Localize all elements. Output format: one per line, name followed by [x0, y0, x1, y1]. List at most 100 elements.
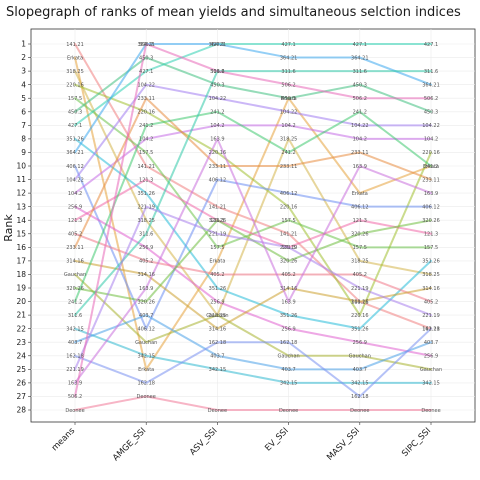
- point-label: 141.21: [209, 204, 227, 210]
- point-label: 506.2: [210, 69, 224, 75]
- point-label: 104.2: [210, 123, 224, 129]
- y-tick-label: 18: [16, 270, 26, 279]
- point-label: 311.6: [139, 232, 153, 238]
- y-tick-label: 9: [21, 148, 26, 157]
- point-label: 320.26: [351, 232, 369, 238]
- point-label: 121.3: [353, 218, 367, 224]
- point-label: 121.3: [210, 218, 224, 224]
- y-tick-label: 25: [16, 365, 26, 374]
- point-label: 314.16: [280, 286, 298, 292]
- point-label: 364.21: [66, 150, 84, 156]
- point-label: 427.1: [139, 69, 153, 75]
- point-label: 318.25: [66, 69, 84, 75]
- point-label: 314.16: [209, 326, 227, 332]
- series-line: [74, 273, 432, 371]
- y-tick-label: 15: [16, 229, 26, 238]
- point-label: 220.16: [137, 110, 155, 116]
- point-label: 506.2: [424, 96, 438, 102]
- point-label: 121.3: [281, 245, 295, 251]
- point-label: 450.3: [281, 96, 295, 102]
- point-label: 241.2: [353, 110, 367, 116]
- point-label: 318.25: [137, 218, 155, 224]
- series-line: [74, 395, 432, 411]
- point-label: Erkata: [209, 259, 225, 265]
- y-tick-label: 27: [16, 392, 26, 401]
- point-label: 318.25: [351, 259, 369, 265]
- point-label: 342.15: [422, 381, 440, 387]
- point-label: 403.7: [210, 354, 224, 360]
- point-label: 351.26: [209, 286, 227, 292]
- point-label: 104.22: [66, 177, 84, 183]
- point-label: 221.19: [209, 232, 227, 238]
- series-line: [74, 178, 432, 249]
- point-label: 220.16: [351, 313, 369, 319]
- y-tick-label: 16: [16, 243, 26, 252]
- point-label: 405.2: [210, 272, 224, 278]
- point-label: 157.5: [210, 245, 224, 251]
- y-tick-label: 5: [21, 94, 26, 103]
- point-label: 241.2: [139, 123, 153, 129]
- point-label: Deonee: [350, 408, 369, 414]
- y-tick-label: 7: [21, 121, 26, 130]
- point-label: 406.12: [351, 204, 369, 210]
- point-label: Gauchan: [420, 367, 442, 373]
- point-label: 256.9: [68, 204, 82, 210]
- y-tick-label: 28: [16, 406, 26, 415]
- y-tick-label: 1: [21, 40, 26, 49]
- point-label: 450.3: [424, 110, 438, 116]
- point-label: 162.18: [280, 340, 298, 346]
- series-line: [74, 42, 432, 398]
- series-line: [74, 70, 432, 317]
- point-label: 314.16: [66, 259, 84, 265]
- point-label: 450.3: [68, 110, 82, 116]
- point-label: 405.2: [353, 272, 367, 278]
- point-label: 427.1: [281, 42, 295, 48]
- point-label: 320.26: [66, 286, 84, 292]
- point-label: 506.2: [281, 82, 295, 88]
- point-label: 241.2: [210, 110, 224, 116]
- point-label: 104.2: [68, 191, 82, 197]
- point-label: 320.26: [422, 218, 440, 224]
- point-label: 141.21: [280, 232, 298, 238]
- point-label: 311.6: [281, 69, 295, 75]
- series-line: [74, 124, 432, 195]
- point-label: 220.16: [66, 82, 84, 88]
- point-label: 342.15: [137, 354, 155, 360]
- x-axis: means AMGE_SSI ASV_SSI EV_SSI MASV_SSI SIPC_S…: [50, 422, 433, 463]
- series-line: [74, 205, 432, 357]
- y-tick-label: 26: [16, 378, 26, 387]
- y-tick-label: 3: [21, 67, 26, 76]
- series-line: [74, 137, 432, 330]
- series-line: [74, 43, 432, 127]
- point-label: 163.9: [353, 164, 367, 170]
- point-label: 320.26: [209, 218, 227, 224]
- point-label: 314.16: [422, 286, 440, 292]
- point-label: 351.26: [422, 259, 440, 265]
- point-label: 121.3: [424, 232, 438, 238]
- y-tick-label: 11: [16, 175, 26, 184]
- y-tick-label: 24: [16, 351, 26, 360]
- point-label: 104.2: [281, 123, 295, 129]
- point-label: 320.26: [137, 299, 155, 305]
- point-label: 220.16: [280, 204, 298, 210]
- point-label: 364.21: [351, 55, 369, 61]
- point-label: 141.21: [422, 326, 440, 332]
- point-label: 162.18: [137, 381, 155, 387]
- series-line: [74, 205, 432, 371]
- point-label: 311.6: [210, 69, 224, 75]
- x-tick-label: SIPC_SSI: [400, 426, 433, 459]
- point-label: 351.26: [66, 137, 84, 143]
- point-label: 162.18: [422, 326, 440, 332]
- point-label: 163.9: [281, 299, 295, 305]
- point-label: 104.2: [139, 137, 153, 143]
- point-label: 351.26: [280, 313, 298, 319]
- y-tick-label: 20: [16, 297, 26, 306]
- point-label: 403.7: [68, 340, 82, 346]
- y-tick-label: 19: [16, 284, 26, 293]
- point-label: 233.11: [137, 96, 155, 102]
- point-label: 233.11: [422, 177, 440, 183]
- point-label: Deonee: [208, 408, 227, 414]
- y-tick-label: 17: [16, 256, 26, 265]
